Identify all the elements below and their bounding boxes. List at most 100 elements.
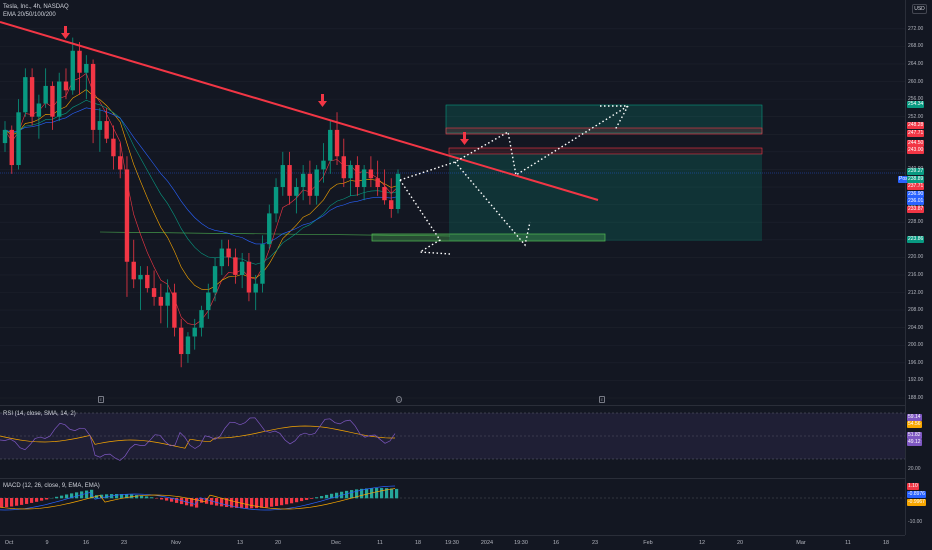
macd-bar (250, 498, 254, 509)
macd-bar (350, 490, 354, 499)
price-tag: 243.00 (907, 147, 925, 154)
support-line (99, 231, 451, 237)
macd-bar (170, 498, 174, 502)
rsi-lines (0, 417, 396, 461)
price-tick: 220.00 (908, 254, 924, 261)
macd-bar (315, 497, 319, 499)
candle-body (341, 156, 346, 179)
macd-bar (295, 498, 299, 503)
macd-bar (180, 498, 184, 505)
candle-body (165, 292, 170, 306)
currency-button[interactable]: USD (912, 4, 927, 14)
macd-bar (100, 494, 104, 499)
candle-body (260, 244, 265, 284)
price-tick: 196.00 (908, 359, 924, 366)
macd-bar (335, 492, 339, 499)
candle-body (117, 156, 123, 170)
candle-body (382, 187, 387, 201)
price-tick: 188.00 (908, 395, 924, 401)
candle-body (50, 85, 55, 117)
macd-bar (255, 498, 259, 509)
candle-body (9, 129, 14, 166)
macd-bar (30, 498, 34, 503)
price-scale[interactable]: 272.00 268.00 264.00 260.00 256.00 252.00 248.… (898, 0, 932, 535)
earnings-event-icon[interactable]: E (599, 396, 605, 403)
macd-bar (165, 498, 169, 501)
time-label: 16 (552, 540, 560, 546)
main-chart-area[interactable]: Tesla, Inc., 4h, NASDAQ EMA 20/50/100/20… (0, 0, 905, 535)
macd-bar (20, 498, 24, 505)
price-tag: 236.90 (907, 191, 925, 198)
candle-body (219, 248, 225, 267)
macd-tag: 1.10 (907, 483, 919, 490)
dividend-event-icon[interactable]: D (396, 396, 402, 403)
price-tick: 228.00 (908, 219, 924, 226)
candle-body (77, 50, 82, 73)
price-tag: 239.27 (907, 168, 925, 175)
time-label: Oct (4, 540, 14, 546)
resistance-band (445, 127, 763, 135)
macd-bar (15, 498, 19, 506)
macd-bar (390, 488, 394, 499)
candle-body (355, 165, 360, 188)
candle-body (226, 248, 231, 258)
projection-path-target (600, 105, 630, 131)
macd-bar (290, 498, 294, 504)
candle-body (368, 169, 374, 179)
macd-bar (0, 498, 4, 508)
chart-canvas[interactable] (0, 0, 905, 535)
price-tag: 244.50 (907, 140, 925, 147)
down-arrow-icon (61, 26, 70, 39)
macd-line (0, 485, 396, 511)
rsi-sma-line (0, 425, 395, 449)
rsi-line (0, 417, 396, 461)
macd-bar (225, 498, 229, 508)
price-tick: 212.00 (908, 289, 924, 296)
macd-bar (325, 494, 329, 499)
pane-separator[interactable] (0, 478, 905, 479)
candle-body (287, 165, 292, 196)
macd-bar (70, 493, 74, 499)
price-tick: 216.00 (908, 271, 924, 278)
price-tick: 272.00 (908, 25, 924, 32)
time-label: 23 (120, 540, 128, 546)
candle-body (348, 165, 353, 179)
macd-bar (360, 488, 364, 499)
time-axis[interactable]: Oct 9 16 23 Nov 13 20 Dec 11 18 19:30 2024 19:30 16 23… (0, 535, 905, 550)
macd-bar (195, 498, 199, 508)
earnings-event-icon[interactable]: E (98, 396, 104, 403)
price-tag: 237.71 (907, 183, 925, 190)
rsi-legend[interactable]: RSI (14, close, SMA, 14, 2) (3, 411, 76, 417)
pane-separator[interactable] (0, 405, 905, 406)
macd-bar (205, 498, 209, 504)
macd-bar (305, 498, 309, 500)
candle-body (253, 283, 258, 293)
candle-body (314, 169, 319, 196)
time-label: 18 (414, 540, 422, 546)
candle-body (206, 292, 211, 311)
rsi-tag: 54.56 (907, 421, 922, 428)
macd-bar (60, 495, 64, 499)
price-tag: 236.01 (907, 198, 925, 205)
candle-body (23, 77, 28, 113)
price-tick: 264.00 (908, 60, 924, 67)
time-label: Dec (331, 540, 341, 546)
macd-bar (355, 489, 359, 499)
macd-bar (275, 498, 279, 507)
macd-bar (25, 498, 29, 504)
macd-legend[interactable]: MACD (12, 26, close, 9, EMA, EMA) (3, 483, 100, 489)
signal-line (0, 488, 396, 510)
macd-bar (280, 498, 284, 506)
macd-bar (160, 498, 164, 500)
macd-tag: -0.8976 (907, 491, 926, 498)
macd-bar (95, 495, 99, 499)
ema-legend[interactable]: EMA 20/50/100/200 (3, 12, 56, 18)
macd-bar (395, 488, 399, 499)
time-label: 13 (236, 540, 244, 546)
candle-body (124, 169, 130, 262)
candle-body (239, 261, 245, 275)
price-tick: 192.00 (908, 377, 924, 384)
candle-body (16, 112, 21, 166)
candle-body (84, 63, 89, 73)
time-label: 2024 (480, 540, 494, 546)
